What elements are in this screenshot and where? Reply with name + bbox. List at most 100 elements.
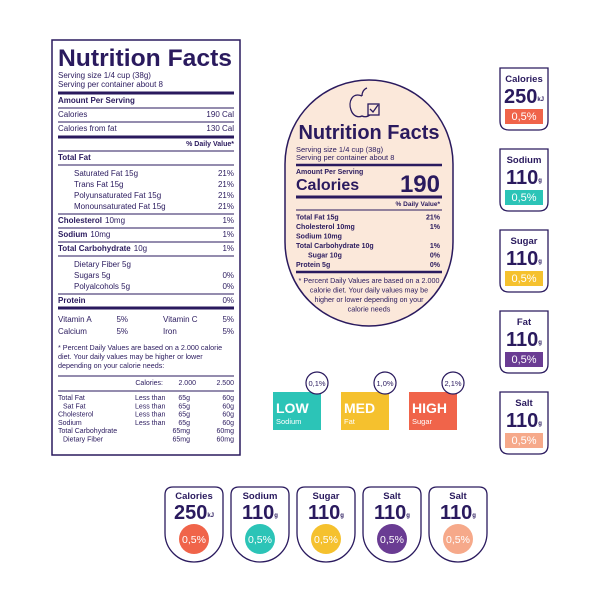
badge-unit: g	[274, 513, 278, 519]
nutrient-amount: 10mg	[105, 216, 125, 225]
indicator-circle	[373, 371, 397, 395]
calories-fat-label: Calories from fat	[58, 124, 117, 133]
reference-name: Dietary Fiber	[63, 437, 104, 444]
badge-percent: 0,5%	[314, 534, 338, 546]
badge-unit: g	[538, 340, 542, 346]
label-frame	[51, 39, 241, 456]
badge-value: 110	[506, 248, 538, 270]
badge-unit: kJ	[207, 513, 214, 519]
daily-value: 0%	[222, 282, 234, 291]
indicator-circle	[441, 371, 465, 395]
badge-percent: 0,5%	[511, 354, 536, 366]
reference-limit: Less than	[135, 420, 165, 427]
daily-value-header: % Daily Value*	[396, 201, 441, 208]
reference-name: Total Fat	[58, 395, 85, 402]
calories-label: Calories	[296, 177, 359, 194]
reference-header: 2.500	[216, 380, 234, 387]
daily-value: 21%	[426, 215, 441, 222]
daily-value: 1%	[222, 230, 234, 239]
badge-amount: 110g	[506, 167, 542, 189]
sub-nutrient: Trans Fat 15g	[74, 180, 124, 189]
nutrient-row: Protein	[58, 296, 86, 305]
vitamin-name: Calcium	[58, 327, 87, 336]
calories-value: 190 Cal	[206, 110, 234, 119]
badge-percent-box	[505, 352, 543, 367]
badge-percent: 0,5%	[182, 534, 206, 546]
amount-per-serving: Amount Per Serving	[58, 96, 135, 105]
calories-fat-value: 130 Cal	[206, 124, 234, 133]
sub-nutrient: Polyalcohols 5g	[74, 282, 130, 291]
nutrient-amount: 10mg	[90, 230, 110, 239]
indicator-nutrient: Sodium	[276, 417, 301, 426]
label-title: Nutrition Facts	[58, 45, 232, 72]
daily-value: 21%	[218, 191, 234, 200]
badge-unit: g	[406, 513, 410, 519]
badge-amount: 250kJ	[174, 502, 214, 524]
badge-name: Sugar	[313, 491, 340, 502]
footnote: calorie diet. Your daily values may be	[310, 286, 428, 295]
vitamin-name: Vitamin A	[58, 315, 92, 324]
indicator-circle	[305, 371, 329, 395]
oval-row: Cholesterol 10mg	[296, 224, 355, 231]
badge-name: Calories	[175, 491, 213, 502]
daily-value-header: % Daily Value*	[186, 141, 234, 148]
reference-value: 60g	[222, 412, 234, 419]
calories-label: Calories	[58, 110, 87, 119]
reference-value: 65g	[178, 420, 190, 427]
badge-value: 110	[374, 502, 406, 524]
badge-unit: g	[538, 421, 542, 427]
reference-limit: Less than	[135, 412, 165, 419]
nutrient-name: Total Fat	[58, 153, 91, 162]
badge-name: Sodium	[507, 155, 542, 166]
badge-amount: 110g	[242, 502, 278, 524]
badge-value: 110	[506, 329, 538, 351]
servings: Serving per container about 8	[58, 80, 164, 89]
vitamin-name: Vitamin C	[163, 315, 198, 324]
indicator-level: HIGH	[412, 400, 447, 416]
badge-unit: g	[340, 513, 344, 519]
sub-nutrient: Polyunsaturated Fat 15g	[74, 191, 161, 200]
check-box	[367, 103, 380, 116]
nutrient-row: Total Carbohydrate 10g	[58, 244, 147, 253]
reference-value: 65g	[178, 395, 190, 402]
reference-value: 60mg	[216, 437, 234, 444]
badge-name: Salt	[515, 398, 533, 409]
badge-name: Fat	[517, 317, 532, 328]
badge-unit: kJ	[537, 97, 544, 103]
nutrient-row: Sodium 10mg	[58, 230, 110, 239]
badge-percent: 0,5%	[511, 192, 536, 204]
vitamin-dv: 5%	[222, 315, 234, 324]
badge-value: 110	[440, 502, 472, 524]
sub-nutrient: Sugars 5g	[74, 271, 110, 280]
daily-value: 1%	[222, 244, 234, 253]
nutrient-name: Protein	[58, 296, 86, 305]
badge-percent-circle	[311, 524, 341, 554]
reference-name: Total Carbohydrate	[58, 428, 117, 435]
reference-value: 60g	[222, 420, 234, 427]
reference-name: Sat Fat	[63, 403, 86, 410]
indicator-box	[341, 392, 389, 430]
indicator-percent: 2,1%	[444, 379, 461, 388]
badge-percent: 0,5%	[511, 435, 536, 447]
reference-value: 60mg	[216, 428, 234, 435]
nutrient-name: Cholesterol	[58, 216, 102, 225]
reference-limit: Less than	[135, 403, 165, 410]
apple-icon	[349, 87, 380, 118]
nutrient-row: Cholesterol 10mg	[58, 216, 125, 225]
indicator-level: LOW	[276, 400, 309, 416]
badge-amount: 110g	[308, 502, 344, 524]
vitamin-name: Iron	[163, 327, 177, 336]
nutrient-amount: 10g	[134, 244, 147, 253]
reference-value: 65mg	[172, 428, 190, 435]
daily-value: 0%	[222, 271, 234, 280]
badge-amount: 110g	[506, 248, 542, 270]
oval-frame	[284, 79, 454, 327]
daily-value: 1%	[430, 243, 441, 250]
indicator-percent: 1,0%	[376, 379, 393, 388]
nutrient-name: Total Carbohydrate	[58, 244, 131, 253]
nutrient-row: Total Fat	[58, 153, 91, 162]
badge-percent: 0,5%	[248, 534, 272, 546]
badge-value: 110	[506, 410, 538, 432]
reference-name: Cholesterol	[58, 412, 94, 419]
daily-value: 1%	[222, 216, 234, 225]
